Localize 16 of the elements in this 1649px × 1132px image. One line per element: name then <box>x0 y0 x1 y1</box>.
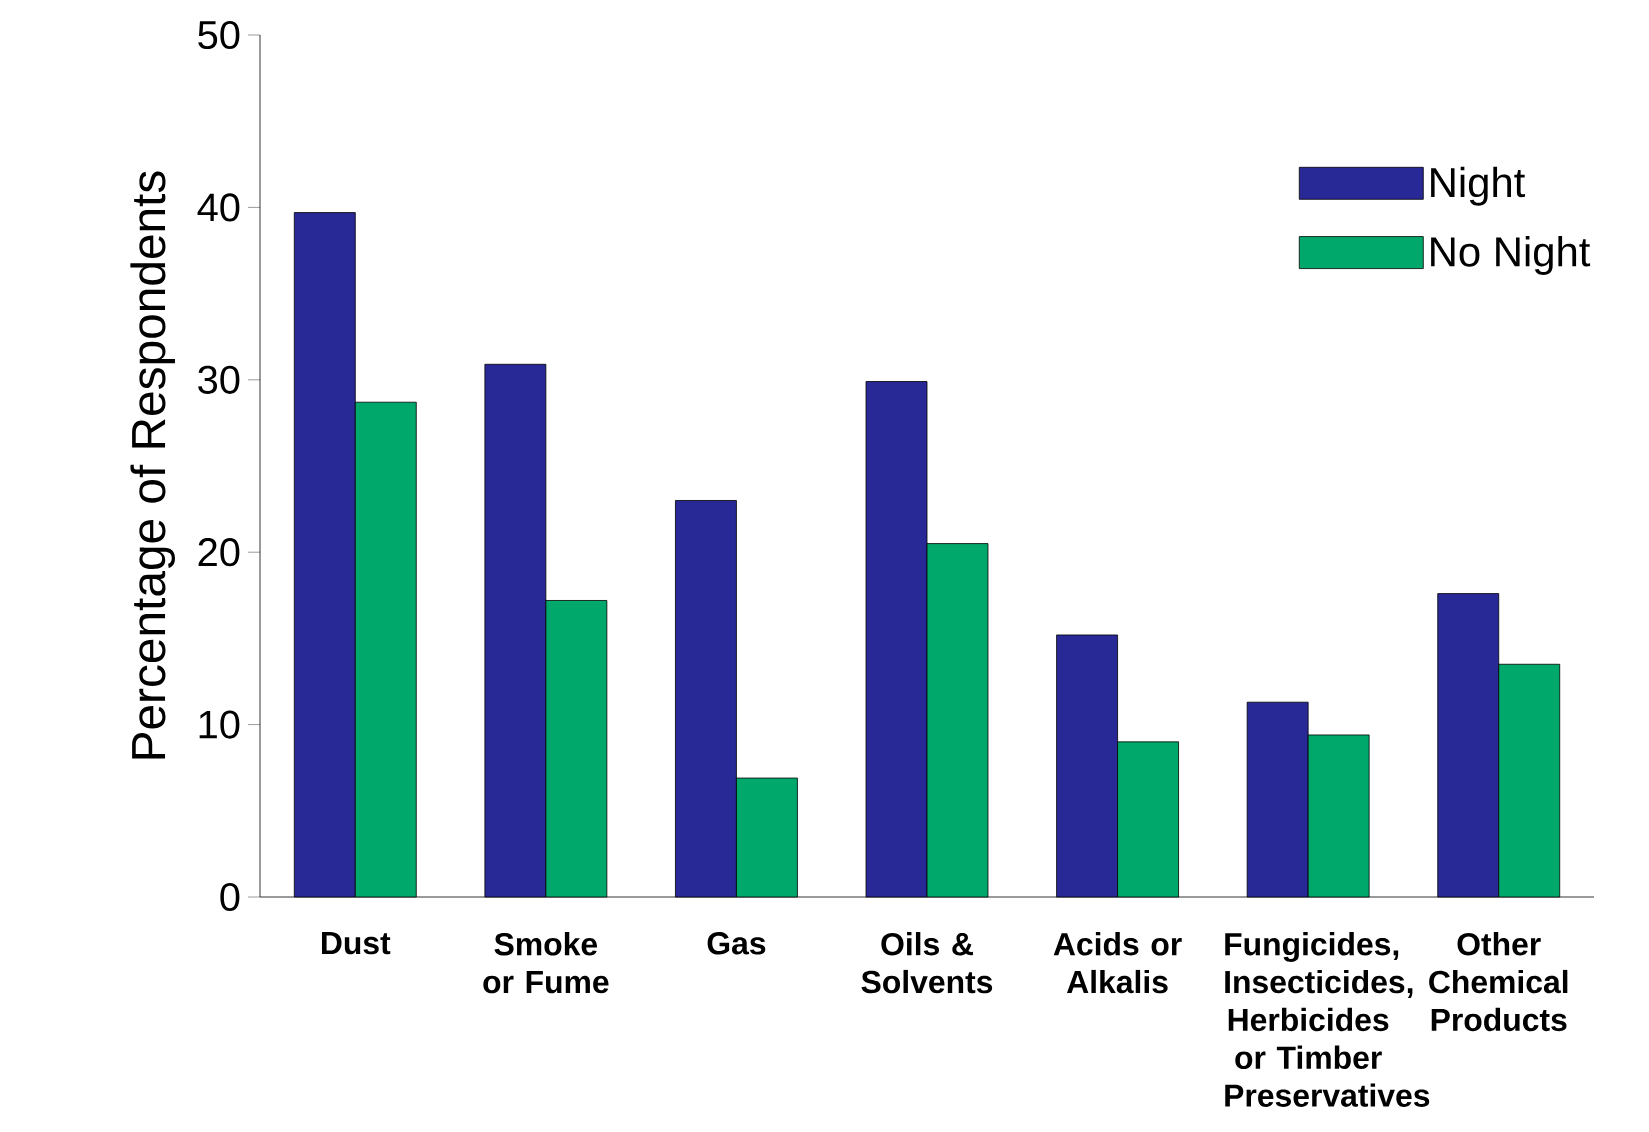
x-tick-label: Fungicides, Insecticides, Herbicides or Timber Preservatives <box>1225 932 1430 1107</box>
x-tick-label: Gas <box>707 932 766 955</box>
x-tick-label: Acids or Alkalis <box>1053 932 1182 994</box>
y-tick-label: 20 <box>198 538 240 567</box>
y-tick-label: 50 <box>198 20 240 50</box>
y-tick-label: 30 <box>198 365 240 394</box>
legend-label: No Night <box>1431 235 1591 275</box>
y-tick-label: 10 <box>199 710 240 739</box>
x-tick-label: Oils & Solvents <box>861 932 993 994</box>
legend-label: Night <box>1431 166 1526 206</box>
x-tick-label: Smoke or Fume <box>483 932 609 994</box>
y-tick-label: 40 <box>197 193 240 222</box>
x-tick-label: Other Chemical Products <box>1429 932 1568 1032</box>
y-axis-title: Percentage of Respondents <box>130 171 175 759</box>
x-tick-label: Dust <box>321 932 391 955</box>
y-tick-label: 0 <box>220 882 240 912</box>
